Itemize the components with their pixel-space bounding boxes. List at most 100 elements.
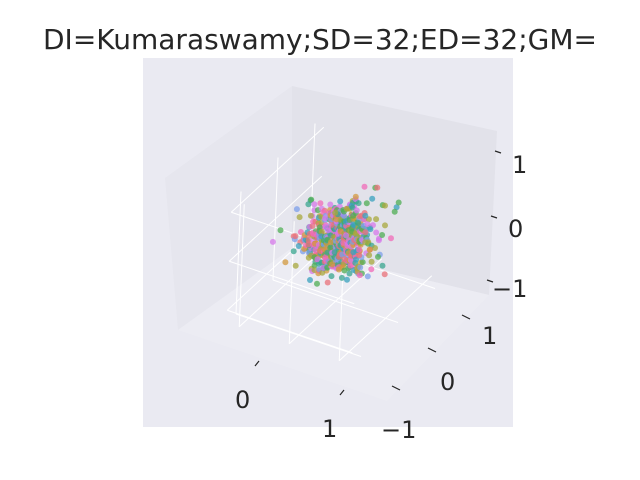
scatter-point	[329, 261, 336, 268]
scatter-point	[368, 266, 375, 273]
grid-line	[230, 126, 325, 213]
scatter-point	[327, 201, 334, 208]
scatter-point	[353, 256, 360, 263]
y-tick-mark	[391, 385, 401, 391]
z-tick-mark	[486, 279, 494, 283]
scatter-point	[364, 221, 371, 228]
z-tick-mark	[490, 215, 498, 219]
pane-floor	[178, 248, 489, 401]
scatter-point	[372, 245, 378, 251]
scatter-point	[375, 253, 381, 260]
grid-line	[338, 275, 433, 362]
scatter-point	[296, 214, 303, 221]
scatter-point	[373, 229, 380, 236]
y-tick-label: −1	[381, 416, 416, 444]
scatter-point	[328, 273, 335, 280]
scatter-point	[344, 276, 350, 283]
scatter-point	[363, 200, 370, 207]
scatter-point	[366, 252, 373, 259]
scatter-point	[353, 207, 360, 214]
scatter-point	[374, 184, 381, 191]
scatter-point	[373, 216, 380, 223]
y-axis-ticks: 1 0 −1	[381, 314, 497, 444]
scatter-point	[305, 254, 312, 261]
scatter-point	[369, 195, 376, 202]
scatter-point	[347, 257, 354, 264]
scatter-point	[362, 212, 369, 219]
scatter-point	[314, 280, 320, 287]
scatter-point	[350, 212, 357, 219]
scatter-point	[356, 246, 363, 253]
scatter-point	[282, 259, 289, 266]
scatter-point	[293, 206, 300, 213]
scatter-point	[290, 248, 297, 255]
z-tick-mark	[494, 150, 502, 154]
scatter-point	[359, 259, 366, 266]
scatter-point	[368, 258, 375, 265]
z-axis-ticks: 1 0 −1	[486, 150, 527, 303]
scatter-point	[379, 262, 386, 269]
z-tick-label: 0	[508, 215, 523, 243]
scatter-point	[309, 223, 316, 229]
scatter-point	[367, 226, 374, 233]
scatter-point	[346, 270, 353, 277]
grid-line	[229, 260, 355, 305]
scatter-point	[307, 277, 313, 283]
scatter-point	[362, 229, 369, 236]
scatter-point	[356, 272, 363, 279]
grid-lines	[226, 123, 436, 362]
scatter-point	[292, 262, 299, 269]
scatter-point	[311, 201, 318, 208]
scatter-point	[307, 212, 314, 219]
grid-line	[228, 175, 323, 262]
y-tick-mark	[461, 314, 471, 320]
scatter-point	[305, 241, 312, 248]
y-tick-mark	[427, 347, 437, 353]
scatter-point	[277, 227, 284, 234]
scatter-point	[337, 198, 344, 205]
scatter-point	[317, 200, 324, 207]
scatter-point	[391, 208, 398, 215]
grid-line	[235, 191, 242, 315]
scatter-points	[269, 183, 402, 287]
scatter-point	[355, 220, 362, 226]
scatter-point	[341, 213, 348, 219]
x-tick-mark	[339, 389, 345, 396]
scatter-point	[341, 256, 348, 263]
scatter-point	[356, 252, 363, 259]
scatter-point	[314, 256, 321, 263]
scatter-point	[366, 246, 373, 253]
scatter-point	[338, 274, 345, 281]
scatter-point	[319, 269, 326, 276]
pane-left	[165, 86, 292, 330]
scatter-point	[269, 238, 276, 245]
chart-title: DI=Kumaraswamy;SD=32;ED=32;GM=	[43, 23, 597, 56]
scatter-point	[295, 243, 302, 249]
scatter-point	[388, 235, 394, 242]
grid-line	[272, 279, 399, 323]
x-tick-label: 1	[322, 415, 337, 443]
y-tick-label: 1	[482, 322, 497, 350]
scatter-point	[357, 264, 364, 271]
scatter-point	[308, 196, 315, 203]
z-tick-label: −1	[492, 275, 527, 303]
scatter-point	[347, 262, 354, 269]
x-tick-mark	[254, 360, 260, 367]
scatter-point	[382, 202, 388, 209]
scatter-point	[332, 209, 339, 216]
scatter-point	[343, 232, 350, 239]
x-axis-ticks: 0 1	[235, 360, 345, 443]
scatter-point	[322, 215, 329, 222]
scatter-point	[361, 183, 368, 190]
scatter-point	[327, 239, 334, 246]
scatter-point	[382, 222, 388, 229]
scatter-point	[327, 244, 334, 251]
scatter-point	[364, 273, 371, 280]
scatter-point	[393, 204, 400, 211]
scatter-point	[331, 249, 338, 256]
scatter-point	[379, 232, 386, 238]
scatter-point	[324, 249, 331, 256]
y-tick-label: 0	[440, 368, 455, 396]
